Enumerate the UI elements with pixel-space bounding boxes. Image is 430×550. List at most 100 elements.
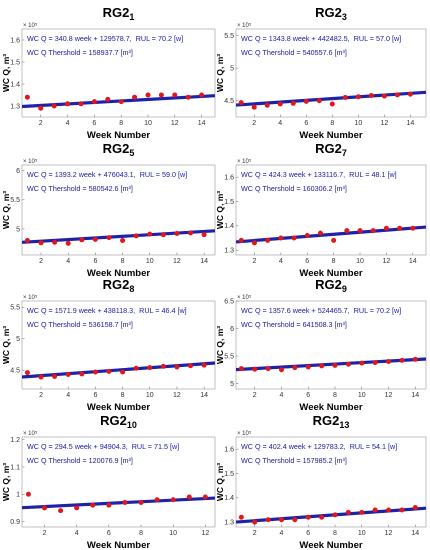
data-point — [277, 101, 283, 107]
data-point — [342, 94, 348, 100]
data-point — [147, 231, 153, 237]
chart-panel: RG27 × 10⁵ WC Q = 424.3 week + 133116.7, RU… — [215, 141, 427, 279]
data-point — [92, 369, 98, 375]
y-tick-label: 6.5 — [224, 298, 234, 305]
chart-title: RG27 — [315, 141, 347, 158]
y-tick-label: 0.9 — [10, 519, 20, 526]
x-tick-label: 12 — [385, 530, 393, 537]
data-point — [105, 96, 111, 102]
axis-multiplier: × 10⁵ — [23, 294, 38, 301]
data-point — [174, 364, 180, 370]
x-tick-label: 14 — [411, 530, 419, 537]
x-tick-label: 10 — [146, 258, 154, 265]
y-tick-label: 1.3 — [224, 248, 234, 255]
data-point — [52, 239, 58, 245]
y-tick-label: 5 — [230, 381, 234, 388]
y-tick-label: 1.6 — [10, 37, 20, 44]
x-tick-label: 6 — [304, 120, 308, 127]
chart-panel: RG213 × 10⁵ WC Q = 402.4 week + 129783.2, R… — [215, 413, 427, 550]
data-point — [188, 230, 194, 236]
x-tick-label: 4 — [75, 530, 79, 537]
equation-label: WC Q = 1393.2 week + 476043.1, RUL = 59.0… — [27, 170, 187, 179]
data-point — [278, 235, 284, 241]
data-point — [292, 365, 298, 371]
x-axis-label: Week Number — [87, 130, 150, 141]
chart-panel: RG21 × 10⁵ WC Q = 340.8 week + 129578.7, RU… — [1, 5, 216, 141]
data-point — [188, 363, 194, 369]
x-tick-label: 12 — [380, 120, 388, 127]
data-point — [160, 363, 166, 369]
data-point — [372, 360, 378, 366]
chart-title: RG25 — [103, 141, 135, 158]
data-point — [303, 98, 309, 104]
data-point — [278, 517, 284, 523]
data-point — [132, 94, 138, 100]
data-point — [316, 98, 322, 104]
x-tick-label: 6 — [93, 258, 97, 265]
x-tick-label: 8 — [119, 120, 123, 127]
y-tick-label: 5.5 — [10, 197, 20, 204]
data-point — [42, 505, 48, 511]
data-point — [24, 237, 30, 243]
data-point — [185, 94, 191, 100]
x-tick-label: 8 — [121, 258, 125, 265]
x-tick-label: 12 — [171, 120, 179, 127]
y-tick-label: 5.5 — [10, 305, 20, 312]
data-point — [368, 92, 374, 98]
data-point — [174, 231, 180, 237]
y-tick-label: 4.5 — [10, 368, 20, 375]
x-tick-label: 12 — [173, 258, 181, 265]
x-tick-label: 6 — [93, 392, 97, 399]
x-axis-label: Week Number — [299, 540, 362, 550]
data-point — [238, 366, 244, 372]
data-point — [252, 519, 258, 525]
equation-label: WC Q = 1357.6 week + 524465.7, RUL = 70.2… — [241, 306, 401, 315]
data-point — [78, 101, 84, 107]
x-tick-label: 10 — [358, 392, 366, 399]
data-point — [251, 104, 257, 110]
x-tick-label: 14 — [409, 258, 417, 265]
data-point — [238, 237, 244, 243]
fit-line — [22, 496, 215, 510]
data-point — [278, 367, 284, 373]
threshold-label: WC Q Thershold = 158937.7 [m³] — [27, 48, 133, 57]
data-point — [74, 505, 80, 511]
equation-label: WC Q = 294.5 week + 94904.3, RUL = 71.5 [… — [27, 442, 179, 451]
data-point — [170, 497, 176, 503]
data-point — [91, 99, 97, 105]
data-point — [147, 365, 153, 371]
data-point — [138, 499, 144, 505]
data-point — [345, 361, 351, 367]
equation-label: WC Q = 424.3 week + 133116.7, RUL = 48.1 … — [241, 170, 397, 179]
y-tick-label: 1.4 — [10, 81, 20, 88]
x-tick-label: 14 — [411, 392, 419, 399]
axis-multiplier: × 10⁵ — [237, 22, 252, 29]
y-axis-label: WC Q, m³ — [1, 54, 11, 92]
data-point — [201, 362, 207, 368]
x-axis-label: Week Number — [299, 402, 362, 413]
data-point — [252, 366, 258, 372]
data-point — [65, 240, 71, 246]
x-tick-label: 4 — [66, 120, 70, 127]
y-tick-label: 1.6 — [224, 447, 234, 454]
threshold-label: WC Q Thershold = 580542.6 [m³] — [27, 184, 133, 193]
data-point — [52, 373, 58, 379]
data-point — [122, 499, 128, 505]
x-tick-label: 2 — [39, 258, 43, 265]
x-axis-label: Week Number — [87, 540, 150, 550]
data-point — [412, 356, 418, 362]
x-tick-label: 8 — [333, 530, 337, 537]
x-tick-label: 2 — [39, 392, 43, 399]
data-point — [79, 371, 85, 377]
data-point — [332, 362, 338, 368]
data-point — [24, 370, 30, 376]
x-tick-label: 4 — [278, 120, 282, 127]
data-point — [329, 101, 335, 107]
x-tick-label: 8 — [139, 530, 143, 537]
data-point — [160, 232, 166, 238]
data-point — [24, 94, 30, 100]
x-tick-label: 2 — [253, 392, 257, 399]
data-point — [106, 502, 112, 508]
x-tick-label: 12 — [385, 392, 393, 399]
y-tick-label: 4.5 — [224, 98, 234, 105]
